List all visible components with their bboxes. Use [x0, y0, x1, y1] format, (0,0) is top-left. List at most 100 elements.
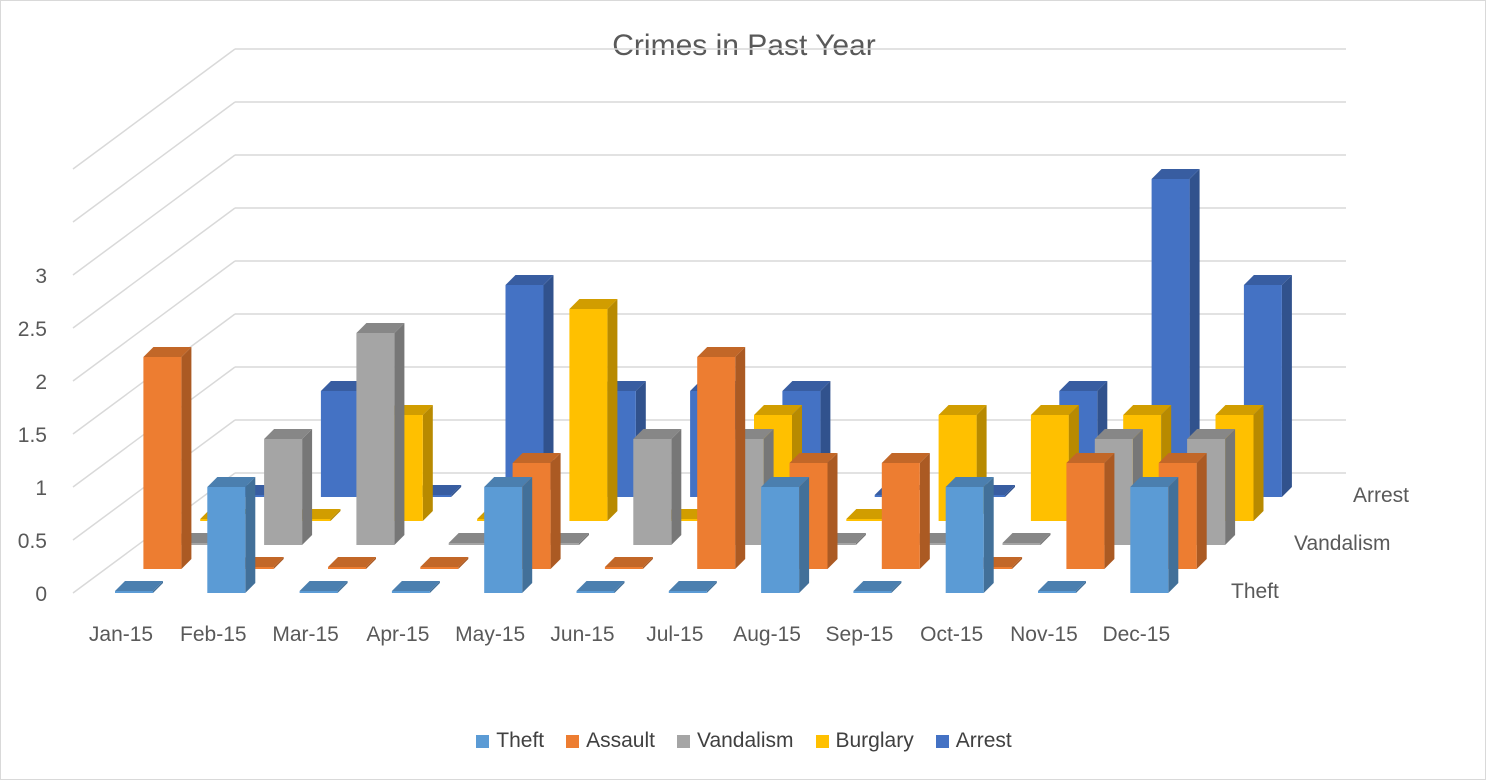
bar-side — [1225, 429, 1236, 545]
legend-entry: Theft — [476, 729, 544, 753]
bar-side — [337, 581, 348, 593]
y-tick-label: 2 — [35, 371, 47, 394]
bar — [604, 557, 653, 569]
bar-front — [115, 591, 153, 593]
bar-side — [1189, 169, 1200, 497]
bar-front — [420, 567, 459, 569]
bar-top — [1038, 581, 1086, 591]
x-tick-label: Jul-15 — [646, 623, 703, 646]
bar-front — [484, 487, 523, 593]
bar-side — [1104, 453, 1115, 569]
bar-top — [945, 477, 994, 487]
bar-side — [983, 477, 994, 593]
gridline-side — [72, 48, 236, 170]
x-tick-label: May-15 — [455, 623, 525, 646]
x-tick-label: Feb-15 — [180, 623, 247, 646]
bar-side — [1005, 485, 1015, 497]
bar-side — [827, 453, 838, 569]
bar-front — [1002, 543, 1041, 545]
x-tick-label: Jan-15 — [89, 623, 153, 646]
bar-top — [391, 581, 440, 591]
legend-label: Vandalism — [697, 729, 794, 752]
bar — [569, 299, 618, 521]
bar — [264, 429, 313, 545]
x-tick-label: Oct-15 — [920, 623, 983, 646]
bar-front — [356, 333, 395, 545]
bar-top — [761, 477, 810, 487]
bar-top — [938, 405, 987, 415]
legend-swatch — [476, 734, 490, 748]
bar — [420, 557, 469, 569]
bar-side — [855, 533, 866, 545]
bar-front — [320, 391, 359, 497]
x-tick-label: Jun-15 — [550, 623, 614, 646]
bar-side — [614, 581, 625, 593]
bar-top — [1130, 477, 1179, 487]
bar-top — [697, 347, 746, 357]
bar-side — [735, 347, 746, 569]
bar-top — [1243, 275, 1292, 285]
bar-top — [782, 381, 831, 391]
bar — [115, 581, 163, 593]
legend-label: Assault — [586, 729, 655, 752]
bar-side — [330, 509, 341, 521]
bar — [761, 477, 810, 593]
bar — [576, 581, 625, 593]
bar — [1038, 581, 1086, 593]
bar-side — [579, 533, 589, 545]
bar-side — [273, 557, 284, 569]
bar — [945, 477, 994, 593]
bar-side — [181, 347, 192, 569]
depth-axis-label: Vandalism — [1294, 532, 1391, 555]
legend-swatch — [566, 734, 580, 748]
legend: Theft Assault Vandalism Burglary Arrest — [1, 729, 1486, 753]
bar — [356, 323, 405, 545]
x-tick-label: Nov-15 — [1010, 623, 1078, 646]
bar-top — [420, 557, 469, 567]
bar — [668, 581, 717, 593]
bar-top — [207, 477, 256, 487]
legend-label: Burglary — [835, 729, 914, 752]
bar-side — [458, 557, 469, 569]
bar-top — [604, 557, 653, 567]
gridline-side — [72, 260, 236, 382]
bar-top — [789, 453, 838, 463]
bar-side — [1196, 453, 1207, 569]
bar-top — [356, 323, 405, 333]
bar-top — [1151, 169, 1200, 179]
x-tick-label: Sep-15 — [826, 623, 894, 646]
bar-side — [153, 581, 163, 593]
bar-top — [264, 429, 313, 439]
bar-side — [1012, 557, 1023, 569]
bar-front — [945, 487, 984, 593]
bar-front — [881, 463, 920, 569]
bar — [299, 581, 348, 593]
bar-side — [1281, 275, 1292, 497]
bar — [1066, 453, 1115, 569]
bar-top — [1123, 405, 1172, 415]
y-tick-label: 0 — [35, 583, 47, 606]
bar-side — [522, 477, 533, 593]
y-tick-label: 3 — [35, 265, 47, 288]
bar-front — [1066, 463, 1105, 569]
bar-front — [668, 591, 707, 593]
bar-side — [799, 477, 810, 593]
bar-front — [264, 439, 303, 545]
x-tick-label: Dec-15 — [1102, 623, 1170, 646]
depth-axis-label: Arrest — [1353, 484, 1409, 507]
bar-side — [366, 557, 376, 569]
bar — [1002, 533, 1051, 545]
bar-top — [299, 581, 348, 591]
y-tick-label: 0.5 — [18, 530, 47, 553]
legend-entry: Vandalism — [677, 729, 794, 753]
gridline-side — [72, 101, 236, 223]
bar-front — [697, 357, 736, 569]
legend-swatch — [815, 734, 829, 748]
bar-front — [143, 357, 182, 569]
bar-front — [576, 591, 615, 593]
bar-side — [706, 581, 717, 593]
bar-front — [633, 439, 672, 545]
bar-top — [1059, 381, 1108, 391]
gridline-side — [72, 207, 236, 329]
